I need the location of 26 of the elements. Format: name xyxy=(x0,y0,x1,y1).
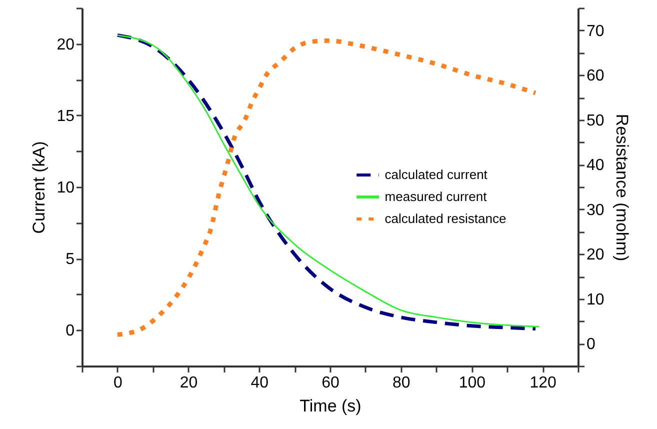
x-axis-title: Time (s) xyxy=(300,396,362,416)
x-tick-label: 60 xyxy=(322,374,340,392)
x-tick-label: 20 xyxy=(180,374,198,392)
y2-tick-label: 40 xyxy=(586,157,604,174)
y2-tick-label: 60 xyxy=(586,68,604,85)
y-tick-label: 15 xyxy=(56,108,75,125)
x-tick-label: 80 xyxy=(392,374,410,392)
y2-tick-label: 70 xyxy=(586,22,604,40)
y2-axis-title: Resistance (mohm) xyxy=(612,114,632,262)
x-tick-label: 100 xyxy=(458,374,486,392)
y2-tick-label: 50 xyxy=(586,112,604,130)
legend-label: measured current xyxy=(384,188,488,204)
x-tick-label: 0 xyxy=(113,374,122,392)
legend-label: calculated current xyxy=(384,166,488,182)
x-tick-label: 120 xyxy=(530,374,557,392)
legend-label: calculated resistance xyxy=(384,210,506,226)
y2-tick-label: 0 xyxy=(586,336,596,354)
y-tick-label: 5 xyxy=(66,251,75,268)
x-tick-label: 40 xyxy=(250,374,269,392)
y-axis-title: Current (kA) xyxy=(30,141,49,234)
y2-tick-label: 30 xyxy=(586,202,604,219)
y-tick-label: 10 xyxy=(56,180,75,196)
y2-tick-label: 10 xyxy=(586,291,604,308)
y-tick-label: 20 xyxy=(56,36,75,54)
y-tick-label: 0 xyxy=(66,322,75,340)
y2-tick-label: 20 xyxy=(586,246,604,264)
